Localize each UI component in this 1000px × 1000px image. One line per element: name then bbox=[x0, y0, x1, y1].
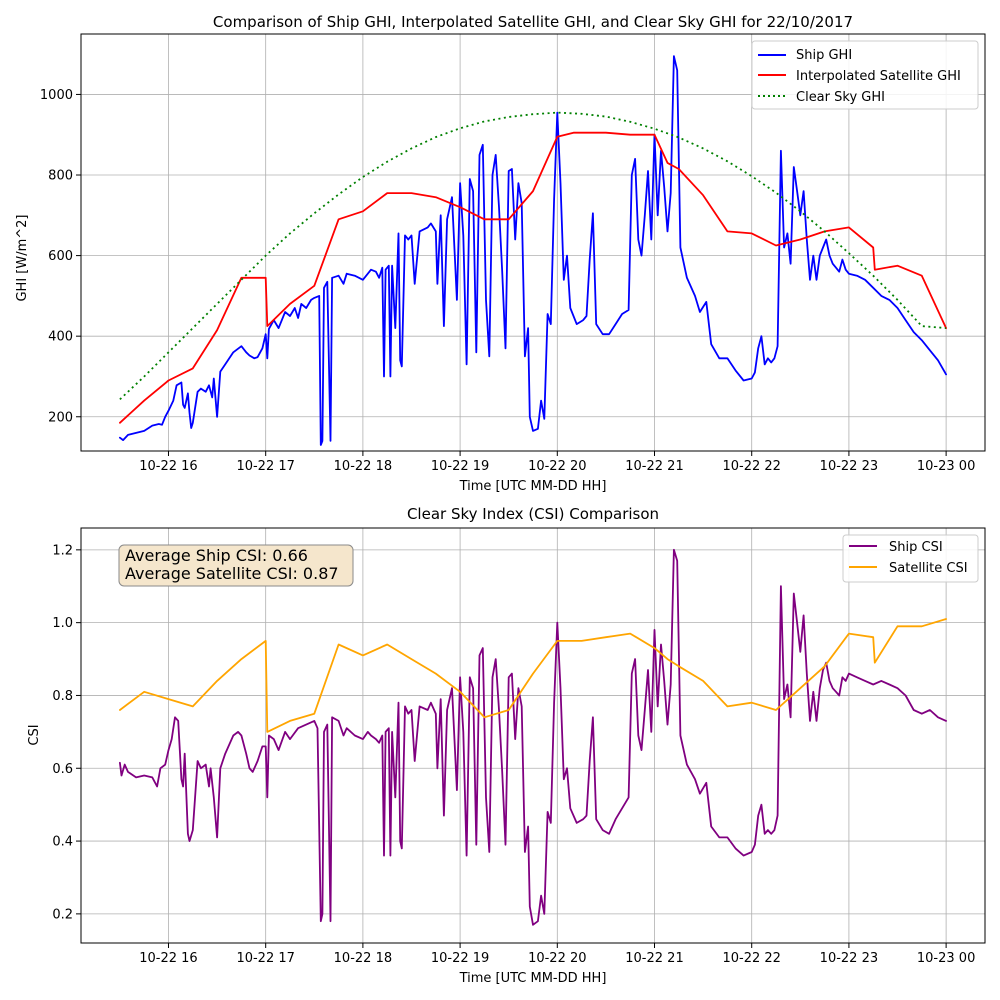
ghi-x-tick-label: 10-22 19 bbox=[431, 459, 489, 474]
series-line-clear-sky-ghi bbox=[119, 111, 947, 401]
legend-label-clear-sky-ghi: Clear Sky GHI bbox=[796, 90, 885, 105]
ghi-y-tick-label: 1000 bbox=[40, 88, 73, 103]
csi-annotation: Average Ship CSI: 0.66 Average Satellite… bbox=[118, 544, 354, 587]
csi-plot-frame bbox=[80, 527, 986, 944]
ghi-x-axis-label: Time [UTC MM-DD HH] bbox=[459, 479, 607, 494]
ghi-x-tick-label: 10-22 22 bbox=[722, 459, 780, 474]
csi-panel: Clear Sky Index (CSI) Comparison Time [U… bbox=[27, 505, 986, 986]
csi-x-tick-label: 10-22 23 bbox=[820, 951, 878, 966]
ghi-x-tick-label: 10-22 20 bbox=[528, 459, 586, 474]
csi-x-tick-label: 10-23 00 bbox=[917, 951, 975, 966]
series-line-satellite-csi bbox=[119, 618, 947, 733]
csi-x-tick-label: 10-22 22 bbox=[722, 951, 780, 966]
csi-x-tick-label: 10-22 16 bbox=[139, 951, 197, 966]
legend-label-satellite-csi: Satellite CSI bbox=[889, 561, 968, 576]
csi-x-tick-label: 10-22 19 bbox=[431, 951, 489, 966]
csi-y-tick-label: 0.2 bbox=[52, 907, 73, 922]
csi-x-tick-label: 10-22 18 bbox=[334, 951, 392, 966]
series-line-ship-csi bbox=[119, 548, 947, 926]
ghi-y-tick-label: 600 bbox=[48, 249, 73, 264]
csi-y-axis-label: CSI bbox=[27, 724, 42, 745]
ghi-chart-title: Comparison of Ship GHI, Interpolated Sat… bbox=[213, 13, 853, 31]
csi-y-tick-label: 0.8 bbox=[52, 689, 73, 704]
csi-y-tick-label: 1.0 bbox=[52, 616, 73, 631]
csi-series bbox=[119, 548, 947, 926]
ghi-y-tick-label: 800 bbox=[48, 169, 73, 184]
csi-x-tick-label: 10-22 21 bbox=[625, 951, 683, 966]
ghi-legend-box bbox=[751, 40, 979, 110]
csi-ticks: 10-22 16 10-22 17 10-22 18 10-22 19 10-22 20… bbox=[52, 543, 975, 966]
average-satellite-csi-text: Average Satellite CSI: 0.87 bbox=[125, 564, 339, 583]
legend-label-ship-ghi: Ship GHI bbox=[796, 48, 852, 63]
csi-legend: Ship CSI Satellite CSI bbox=[842, 534, 979, 583]
series-line-ship-ghi bbox=[119, 55, 947, 446]
csi-annotation-box bbox=[118, 544, 354, 587]
csi-x-tick-label: 10-22 20 bbox=[528, 951, 586, 966]
csi-chart-title: Clear Sky Index (CSI) Comparison bbox=[407, 505, 659, 523]
legend-label-ship-csi: Ship CSI bbox=[889, 540, 943, 555]
csi-x-axis-label: Time [UTC MM-DD HH] bbox=[459, 971, 607, 986]
ghi-x-tick-label: 10-22 17 bbox=[236, 459, 294, 474]
csi-y-tick-label: 0.4 bbox=[52, 835, 73, 850]
average-ship-csi-text: Average Ship CSI: 0.66 bbox=[125, 546, 308, 565]
ghi-series bbox=[119, 55, 947, 446]
ghi-y-axis-label: GHI [W/m^2] bbox=[15, 214, 30, 301]
csi-x-tick-label: 10-22 17 bbox=[236, 951, 294, 966]
ghi-x-tick-label: 10-22 18 bbox=[334, 459, 392, 474]
ghi-x-tick-label: 10-22 16 bbox=[139, 459, 197, 474]
ghi-plot-frame bbox=[80, 33, 986, 452]
ghi-y-tick-label: 400 bbox=[48, 330, 73, 345]
ghi-x-tick-label: 10-22 21 bbox=[625, 459, 683, 474]
csi-y-tick-label: 1.2 bbox=[52, 543, 73, 558]
ghi-y-tick-label: 200 bbox=[48, 410, 73, 425]
ghi-legend: Ship GHI Interpolated Satellite GHI Clea… bbox=[751, 40, 979, 110]
ghi-ticks: 10-22 16 10-22 17 10-22 18 10-22 19 10-22 20… bbox=[40, 88, 975, 474]
series-line-interpolated-satellite-ghi bbox=[119, 131, 947, 424]
legend-label-satellite-ghi: Interpolated Satellite GHI bbox=[796, 69, 961, 84]
csi-y-tick-label: 0.6 bbox=[52, 762, 73, 777]
ghi-panel: Comparison of Ship GHI, Interpolated Sat… bbox=[15, 13, 986, 494]
ghi-x-tick-label: 10-22 23 bbox=[820, 459, 878, 474]
ghi-x-tick-label: 10-23 00 bbox=[917, 459, 975, 474]
